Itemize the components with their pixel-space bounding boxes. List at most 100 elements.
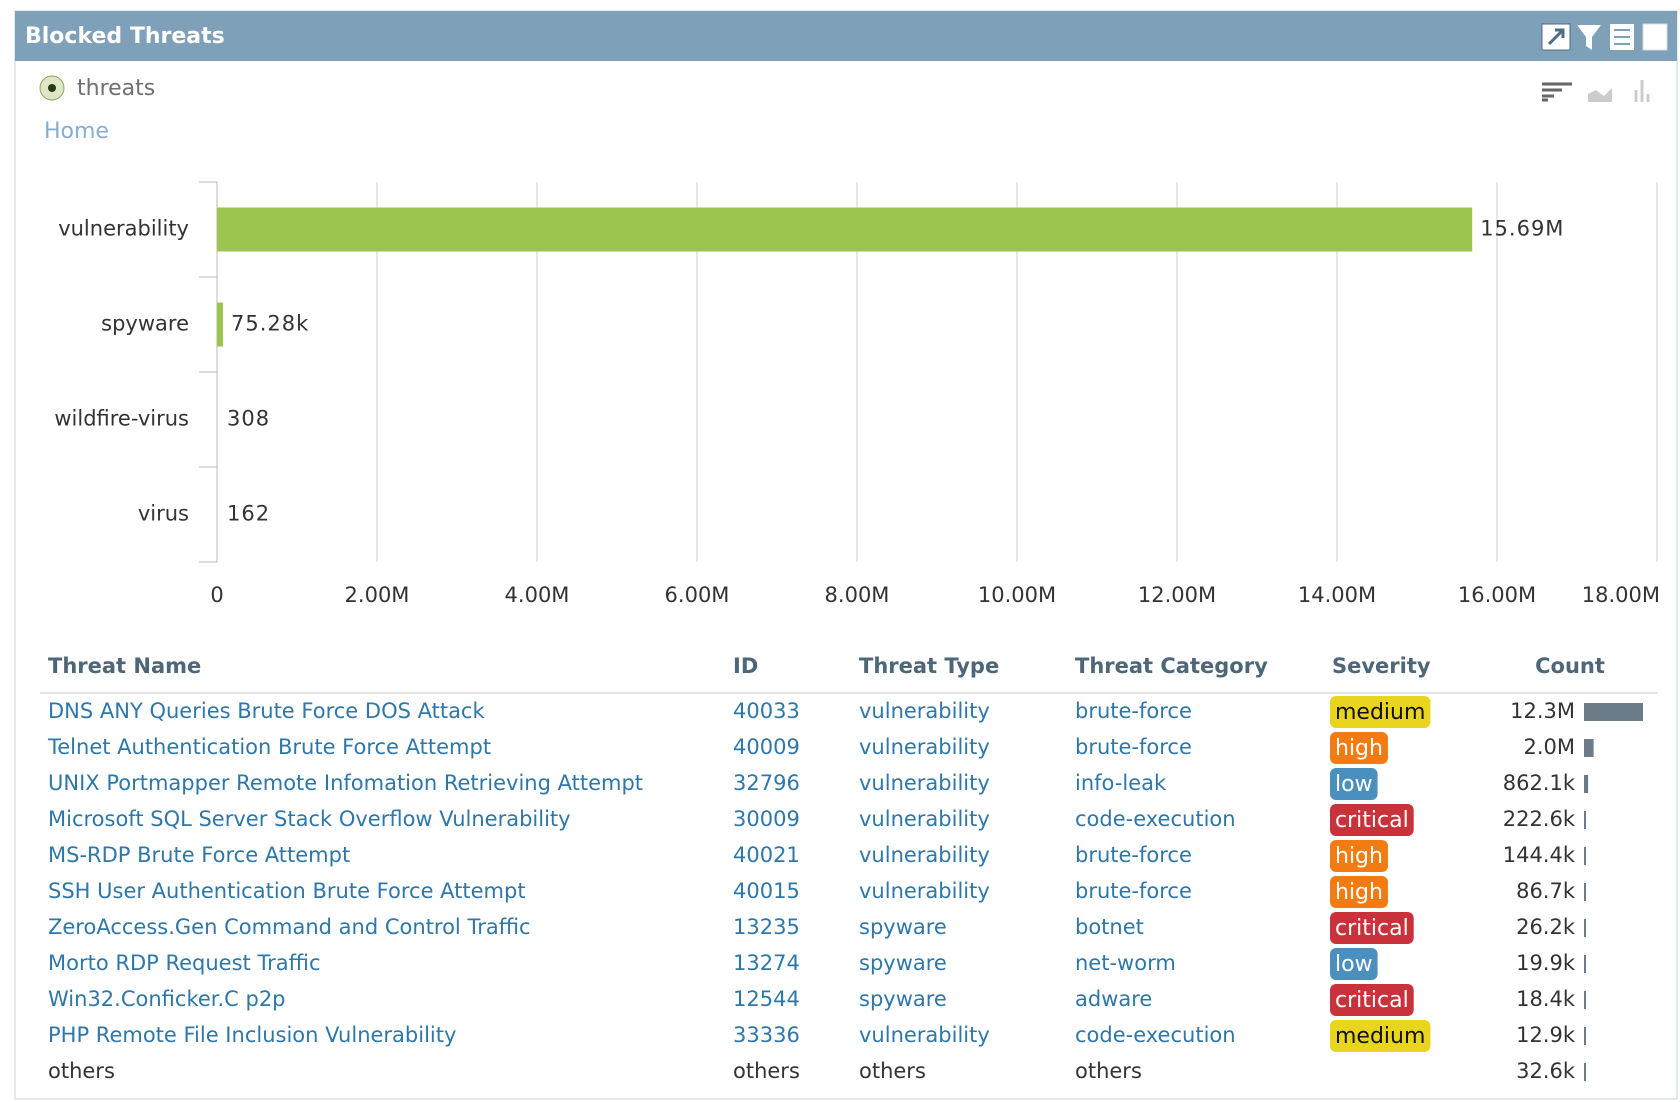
doc-icon[interactable]: [1642, 23, 1668, 51]
x-tick-label: 2.00M: [345, 583, 410, 607]
severity-label: medium: [1335, 700, 1425, 725]
table-row[interactable]: UNIX Portmapper Remote Infomation Retrie…: [48, 768, 1589, 800]
panel-header: [15, 11, 1677, 61]
cell-type: spyware: [859, 915, 947, 939]
severity-badge: [1330, 876, 1388, 908]
x-tick-label: 6.00M: [665, 583, 730, 607]
count-bar: [1584, 703, 1643, 721]
cell-category: adware: [1075, 987, 1152, 1011]
cell-type: vulnerability: [859, 843, 990, 867]
x-tick-label: 18.00M: [1582, 583, 1660, 607]
count-bar: [1584, 991, 1586, 1009]
count-bar: [1584, 739, 1594, 757]
cell-name: Telnet Authentication Brute Force Attemp…: [47, 735, 491, 759]
severity-badge: [1330, 948, 1378, 980]
table-row[interactable]: Microsoft SQL Server Stack Overflow Vuln…: [48, 804, 1586, 836]
y-tick-label: vulnerability: [58, 217, 189, 241]
x-tick-label: 16.00M: [1458, 583, 1536, 607]
cell-type: vulnerability: [859, 699, 990, 723]
cell-type: others: [859, 1059, 926, 1083]
column-header: Severity: [1332, 654, 1431, 678]
cell-count: 26.2k: [1516, 915, 1576, 939]
y-tick-label: virus: [138, 502, 189, 526]
severity-label: high: [1335, 844, 1383, 869]
count-bar: [1584, 847, 1586, 865]
severity-badge: [1330, 1020, 1431, 1052]
y-tick-label: wildfire-virus: [54, 407, 189, 431]
count-bar: [1584, 775, 1589, 793]
cell-name: Win32.Conficker.C p2p: [48, 987, 286, 1011]
severity-label: medium: [1335, 1024, 1425, 1049]
cell-count: 862.1k: [1503, 771, 1576, 795]
cell-id: 40033: [733, 699, 800, 723]
cell-count: 86.7k: [1516, 879, 1576, 903]
cell-category: code-execution: [1075, 1023, 1236, 1047]
cell-count: 12.3M: [1510, 699, 1575, 723]
table-row[interactable]: SSH User Authentication Brute Force Atte…: [48, 876, 1586, 908]
cell-category: brute-force: [1075, 879, 1192, 903]
cell-id: 13274: [733, 951, 800, 975]
severity-badge: [1330, 768, 1378, 800]
cell-id: 13235: [733, 915, 800, 939]
cell-type: spyware: [859, 987, 947, 1011]
table-row[interactable]: MS-RDP Brute Force Attempt 40021 vulnerabi…: [48, 840, 1586, 872]
table-row[interactable]: Telnet Authentication Brute Force Attemp…: [47, 732, 1594, 764]
table-row[interactable]: others others others others 32.6k: [48, 1059, 1586, 1083]
bar: [217, 207, 1473, 252]
chart-type-icons[interactable]: [1542, 80, 1650, 102]
x-tick-label: 12.00M: [1138, 583, 1216, 607]
breadcrumb[interactable]: Home: [44, 119, 109, 144]
table-row[interactable]: Win32.Conficker.C p2p 12544 spyware adware c…: [48, 984, 1586, 1016]
cell-id: 32796: [733, 771, 800, 795]
cell-count: 32.6k: [1516, 1059, 1576, 1083]
hbar-icon[interactable]: [1542, 82, 1572, 102]
x-tick-label: 4.00M: [505, 583, 570, 607]
header-icons[interactable]: [1541, 23, 1668, 51]
severity-label: critical: [1335, 916, 1409, 941]
cell-name: DNS ANY Queries Brute Force DOS Attack: [48, 699, 485, 723]
area-icon[interactable]: [1588, 88, 1612, 102]
cell-category: brute-force: [1075, 699, 1192, 723]
cell-count: 12.9k: [1516, 1023, 1576, 1047]
cell-id: 40009: [733, 735, 800, 759]
cell-count: 19.9k: [1516, 951, 1576, 975]
cell-id: 40021: [733, 843, 800, 867]
bar: [217, 302, 224, 347]
radio-label[interactable]: threats: [77, 76, 155, 101]
cell-id: 12544: [733, 987, 800, 1011]
cell-category: net-worm: [1075, 951, 1176, 975]
cell-category: code-execution: [1075, 807, 1236, 831]
table-row[interactable]: PHP Remote File Inclusion Vulnerability 3…: [48, 1020, 1586, 1052]
x-tick-label: 10.00M: [978, 583, 1056, 607]
severity-label: critical: [1335, 988, 1409, 1013]
severity-label: low: [1335, 952, 1373, 977]
cell-id: 33336: [733, 1023, 800, 1047]
column-icon[interactable]: [1634, 80, 1650, 102]
table-row[interactable]: Morto RDP Request Traffic 13274 spyware net…: [48, 948, 1586, 980]
table-row[interactable]: DNS ANY Queries Brute Force DOS Attack 40…: [48, 696, 1643, 728]
cell-category: others: [1075, 1059, 1142, 1083]
cell-id: 40015: [733, 879, 800, 903]
cell-type: vulnerability: [859, 879, 990, 903]
cell-id: others: [733, 1059, 800, 1083]
table-row[interactable]: ZeroAccess.Gen Command and Control Traff…: [48, 912, 1586, 944]
severity-label: critical: [1335, 808, 1409, 833]
severity-label: low: [1335, 772, 1373, 797]
x-tick-label: 0: [210, 583, 223, 607]
column-header: ID: [733, 654, 758, 678]
column-header: Threat Name: [48, 654, 201, 678]
severity-badge: [1330, 840, 1388, 872]
severity-badge: [1330, 912, 1414, 944]
cell-category: brute-force: [1075, 843, 1192, 867]
count-bar: [1584, 919, 1586, 937]
cell-name: SSH User Authentication Brute Force Atte…: [48, 879, 526, 903]
cell-type: vulnerability: [859, 771, 990, 795]
cell-type: vulnerability: [859, 807, 990, 831]
column-header: Threat Type: [859, 654, 999, 678]
filter-icon[interactable]: [1577, 25, 1601, 50]
cell-count: 18.4k: [1516, 987, 1576, 1011]
cell-category: botnet: [1075, 915, 1144, 939]
count-bar: [1584, 955, 1586, 973]
count-bar: [1584, 811, 1586, 829]
y-tick-label: spyware: [101, 312, 189, 336]
